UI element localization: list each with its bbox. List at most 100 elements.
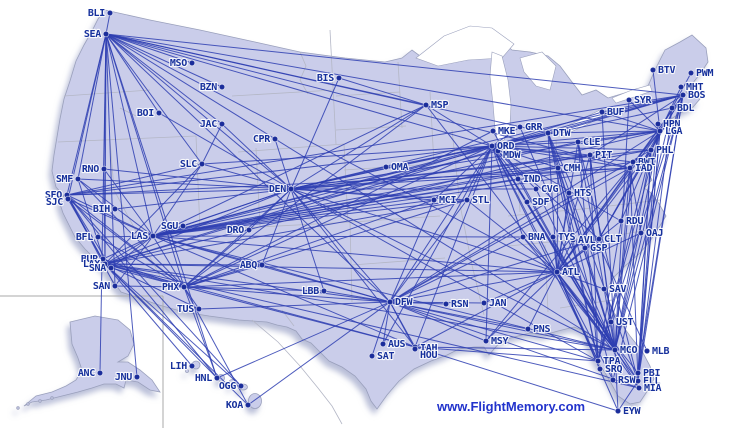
airport-dot-bis[interactable] xyxy=(335,74,343,82)
airport-dot-rsn[interactable] xyxy=(442,300,450,308)
airport-dot-msy[interactable] xyxy=(482,337,490,345)
airport-dot-jan[interactable] xyxy=(480,299,488,307)
airport-dot-pns[interactable] xyxy=(524,325,532,333)
airport-dot-ogg[interactable] xyxy=(237,382,245,390)
airport-dot-atl[interactable] xyxy=(553,268,561,276)
route-line-ORD-AUS xyxy=(382,145,493,345)
airport-dot-bfl[interactable] xyxy=(94,233,102,241)
airport-dot-sdf[interactable] xyxy=(523,198,531,206)
airport-dot-ind[interactable] xyxy=(514,175,522,183)
airport-dot-jnu[interactable] xyxy=(133,373,141,381)
route-line-ORD-RDU xyxy=(491,145,622,222)
airport-dot-dtw[interactable] xyxy=(544,129,552,137)
flightmemory-watermark[interactable]: www.FlightMemory.com xyxy=(437,399,586,414)
airport-dot-abq[interactable] xyxy=(258,261,266,269)
airport-dot-mco[interactable] xyxy=(611,346,619,354)
airport-dot-rsw[interactable] xyxy=(609,376,617,384)
airport-dot-lbb[interactable] xyxy=(320,287,328,295)
airport-dot-mso[interactable] xyxy=(188,59,196,67)
airport-dot-mci[interactable] xyxy=(430,196,438,204)
airport-dot-hts[interactable] xyxy=(565,189,573,197)
airport-dot-lax[interactable] xyxy=(101,260,109,268)
airport-dot-ust[interactable] xyxy=(607,318,615,326)
airport-dot-pit[interactable] xyxy=(586,151,594,159)
airport-label-dfw: DFW xyxy=(395,297,413,308)
airport-dot-rdu[interactable] xyxy=(617,217,625,225)
airport-dot-syr[interactable] xyxy=(625,96,633,104)
airport-dot-lih[interactable] xyxy=(188,362,196,370)
airport-label-ord: ORD xyxy=(497,141,514,152)
airport-dot-tpa[interactable] xyxy=(594,357,602,365)
airport-dot-oma[interactable] xyxy=(382,163,390,171)
airport-dot-rno[interactable] xyxy=(100,165,108,173)
airport-dot-bos[interactable] xyxy=(679,91,687,99)
airport-dot-sat[interactable] xyxy=(368,352,376,360)
route-line-ORD-BNA xyxy=(491,145,524,238)
airport-dot-buf[interactable] xyxy=(598,108,606,116)
airport-dot-iad[interactable] xyxy=(626,164,634,172)
airport-dot-stl[interactable] xyxy=(463,196,471,204)
airport-dot-anc[interactable] xyxy=(96,369,104,377)
airport-dot-tus[interactable] xyxy=(195,305,203,313)
airport-dot-bih[interactable] xyxy=(111,205,119,213)
airport-dot-mdw[interactable] xyxy=(494,147,502,155)
airport-dot-fll[interactable] xyxy=(634,377,642,385)
airport-dot-mht[interactable] xyxy=(677,83,685,91)
airport-dot-cle[interactable] xyxy=(574,138,582,146)
airport-dot-eyw[interactable] xyxy=(614,407,622,415)
airport-dot-bdl[interactable] xyxy=(668,104,676,112)
airport-dot-pbi[interactable] xyxy=(634,369,642,377)
route-line-SEA-LAS xyxy=(105,33,154,237)
airport-dot-las[interactable] xyxy=(149,232,157,240)
airport-dot-den[interactable] xyxy=(287,185,295,193)
route-line-RDU-LGA xyxy=(620,130,661,222)
airport-dot-mke[interactable] xyxy=(489,127,497,135)
airport-dot-bzn[interactable] xyxy=(218,83,226,91)
airport-dot-btv[interactable] xyxy=(649,66,657,74)
airport-dot-sna[interactable] xyxy=(107,264,115,272)
airport-dot-bna[interactable] xyxy=(519,233,527,241)
airport-dot-bli[interactable] xyxy=(106,9,114,17)
airport-dot-oaj[interactable] xyxy=(637,229,645,237)
airport-dot-jac[interactable] xyxy=(218,120,226,128)
airport-dot-cmh[interactable] xyxy=(554,164,562,172)
airport-dot-smf[interactable] xyxy=(74,175,82,183)
airport-dot-bwi[interactable] xyxy=(629,158,637,166)
airport-dot-boi[interactable] xyxy=(155,109,163,117)
airport-dot-sea[interactable] xyxy=(102,30,110,38)
airport-label-abq: ABQ xyxy=(240,260,257,271)
airport-dot-slc[interactable] xyxy=(198,160,206,168)
airport-dot-cpr[interactable] xyxy=(271,135,279,143)
airport-label-sjc: SJC xyxy=(46,197,63,208)
airport-dot-avl[interactable] xyxy=(569,236,577,244)
airport-dot-mlb[interactable] xyxy=(643,347,651,355)
airport-dot-ord[interactable] xyxy=(488,142,496,150)
airport-dot-hnl[interactable] xyxy=(213,374,221,382)
airport-dot-phl[interactable] xyxy=(647,146,655,154)
airport-dot-cvg[interactable] xyxy=(532,185,540,193)
airport-dot-lga[interactable] xyxy=(656,127,664,135)
airport-dot-hou[interactable] xyxy=(411,345,419,353)
airport-dot-dro[interactable] xyxy=(245,226,253,234)
airport-dot-grr[interactable] xyxy=(516,123,524,131)
airport-dot-aus[interactable] xyxy=(379,340,387,348)
airport-dot-sav[interactable] xyxy=(600,285,608,293)
airport-dot-msp[interactable] xyxy=(422,101,430,109)
airport-dot-tys[interactable] xyxy=(549,233,557,241)
airport-dot-mia[interactable] xyxy=(635,384,643,392)
airport-dot-sgu[interactable] xyxy=(179,222,187,230)
airport-dot-gsp[interactable] xyxy=(581,244,589,252)
airport-dot-dfw[interactable] xyxy=(386,298,394,306)
route-line-DEN-SLC xyxy=(201,163,292,190)
airport-dot-sjc[interactable] xyxy=(64,195,72,203)
airport-dot-koa[interactable] xyxy=(244,401,252,409)
route-line-IAH-TPA xyxy=(414,346,599,362)
route-line-ORD-CLE xyxy=(491,141,579,147)
airport-dot-hpn[interactable] xyxy=(654,120,662,128)
route-line-DFW-STL xyxy=(389,199,468,303)
airport-dot-clt[interactable] xyxy=(595,235,603,243)
airport-dot-san[interactable] xyxy=(111,282,119,290)
airport-dot-pwm[interactable] xyxy=(687,69,695,77)
airport-dot-srq[interactable] xyxy=(596,365,604,373)
airport-dot-phx[interactable] xyxy=(180,283,188,291)
